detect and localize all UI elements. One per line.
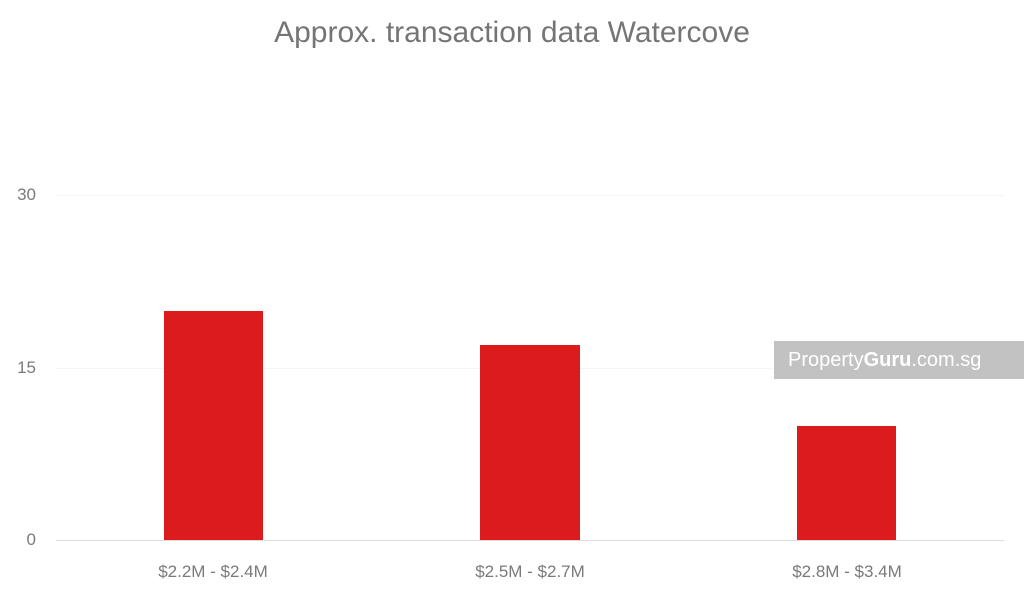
watermark-bold: Guru <box>863 349 912 371</box>
y-tick-15: 15 <box>17 358 36 377</box>
x-label-1: $2.2M - $2.4M <box>158 562 268 581</box>
chart-title: Approx. transaction data Watercove <box>274 16 750 49</box>
gridline-30 <box>56 195 1004 196</box>
bar-2.5m-2.7m <box>480 345 580 540</box>
bar-2.2m-2.4m <box>164 311 263 540</box>
watermark-pre: Property <box>788 349 864 371</box>
propertyguru-watermark: PropertyGuru.com.sg <box>774 341 1024 379</box>
x-label-3: $2.8M - $3.4M <box>792 562 902 581</box>
x-label-2: $2.5M - $2.7M <box>475 562 585 581</box>
y-tick-0: 0 <box>26 530 36 549</box>
watermark-post: .com.sg <box>911 349 982 371</box>
x-axis-line <box>56 540 1004 541</box>
bar-2.8m-3.4m <box>797 426 896 540</box>
y-tick-30: 30 <box>17 185 36 204</box>
